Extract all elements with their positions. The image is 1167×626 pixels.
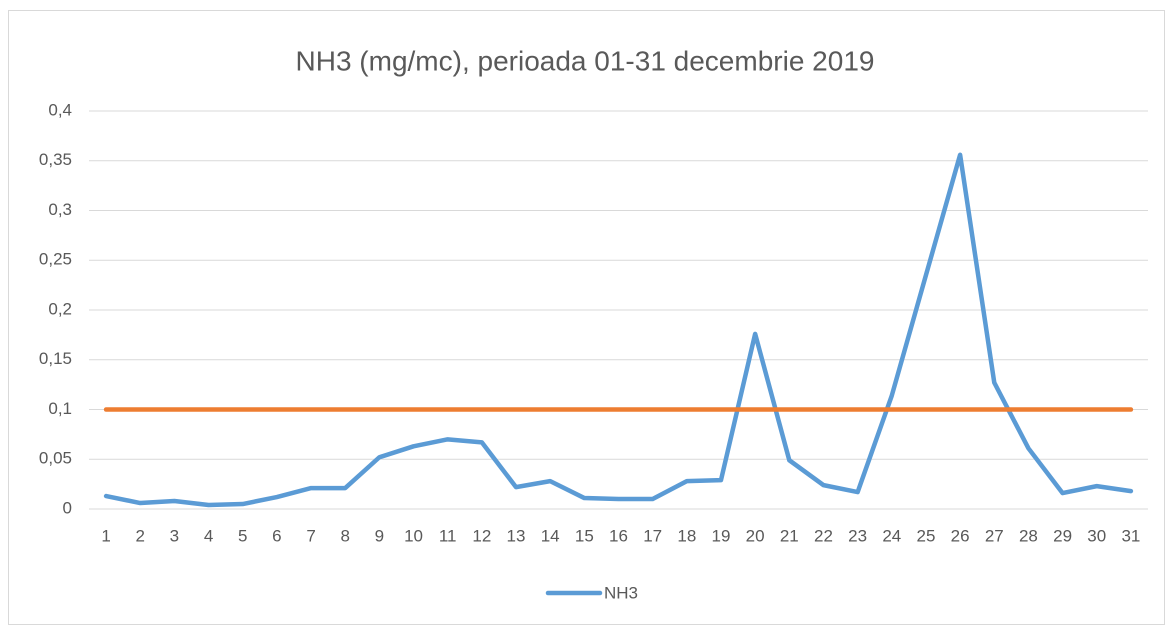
x-tick-label: 23 [848, 526, 867, 545]
y-tick-label: 0,1 [48, 399, 72, 418]
chart-border [8, 10, 1165, 625]
x-tick-label: 19 [712, 526, 731, 545]
x-tick-label: 24 [882, 526, 901, 545]
series-line [103, 152, 1134, 508]
x-tick-label: 11 [439, 526, 457, 545]
x-tick-label: 29 [1053, 526, 1072, 545]
chart-title: NH3 (mg/mc), perioada 01-31 decembrie 20… [296, 45, 875, 76]
x-tick-label: 1 [101, 526, 110, 545]
x-tick-label: 21 [780, 526, 799, 545]
y-tick-label: 0,3 [48, 200, 72, 219]
x-tick-label: 22 [814, 526, 833, 545]
x-tick-label: 20 [746, 526, 765, 545]
x-tick-label: 14 [541, 526, 560, 545]
y-tick-label: 0 [63, 498, 72, 517]
y-tick-label: 0,35 [39, 150, 72, 169]
x-tick-label: 7 [306, 526, 315, 545]
legend-label: NH3 [604, 583, 638, 602]
x-tick-label: 8 [340, 526, 349, 545]
x-tick-label: 27 [985, 526, 1004, 545]
x-tick-label: 12 [472, 526, 491, 545]
x-tick-label: 28 [1019, 526, 1038, 545]
x-tick-label: 4 [204, 526, 213, 545]
x-tick-label: 5 [238, 526, 247, 545]
x-tick-label: 17 [643, 526, 662, 545]
y-tick-label: 0,4 [48, 100, 72, 119]
x-tick-label: 16 [609, 526, 628, 545]
x-tick-label: 18 [677, 526, 696, 545]
x-tick-label: 6 [272, 526, 281, 545]
y-tick-label: 0,15 [39, 349, 72, 368]
x-tick-label: 31 [1121, 526, 1140, 545]
x-tick-label: 10 [404, 526, 423, 545]
x-tick-label: 13 [507, 526, 526, 545]
x-tick-label: 25 [916, 526, 935, 545]
x-tick-label: 3 [170, 526, 179, 545]
y-tick-label: 0,2 [48, 299, 72, 318]
y-tick-label: 0,25 [39, 250, 72, 269]
x-tick-label: 2 [136, 526, 145, 545]
y-tick-label: 0,05 [39, 449, 72, 468]
x-tick-label: 15 [575, 526, 594, 545]
x-tick-label: 30 [1087, 526, 1106, 545]
x-tick-label: 26 [951, 526, 970, 545]
x-tick-label: 9 [375, 526, 384, 545]
